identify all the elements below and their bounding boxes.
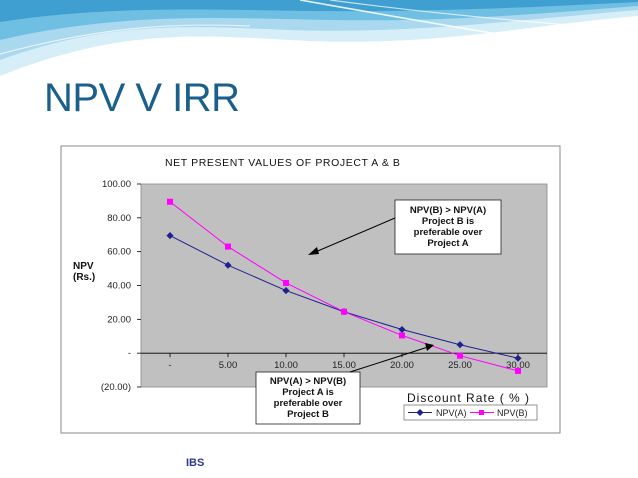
x-tick-label: 25.00 — [448, 360, 472, 371]
y-tick-labels: 100.00 80.00 60.00 40.00 20.00 - (20.00) — [101, 179, 141, 393]
y-axis-title-line2: (Rs.) — [73, 272, 95, 283]
x-tick-labels: - 5.00 10.00 15.00 20.00 25.00 30.00 — [168, 353, 530, 371]
data-point-npva — [398, 325, 406, 334]
top-wave-banner — [0, 0, 638, 76]
x-tick-label: 30.00 — [506, 360, 530, 371]
x-tick-label: 10.00 — [274, 360, 298, 371]
data-point-npvb — [225, 243, 231, 250]
x-tick-label: 5.00 — [219, 360, 238, 371]
legend-label-npv-b: NPV(B) — [497, 408, 528, 418]
annotation-lower-arrowhead — [425, 343, 434, 351]
series-layer — [166, 198, 522, 374]
y-tick-label: 80.00 — [107, 213, 131, 224]
data-point-npvb — [399, 332, 405, 339]
x-tick-label: 15.00 — [332, 360, 356, 371]
legend-label-npv-a: NPV(A) — [436, 408, 467, 418]
data-point-npva — [514, 354, 522, 362]
annotation-npv-a-greater: NPV(A) > NPV(B) Project A is preferable … — [255, 343, 434, 425]
annotation-lower-line1: NPV(A) > NPV(B) — [270, 376, 346, 387]
data-point-npva — [456, 341, 464, 349]
annotation-lower-line4: Project B — [287, 409, 329, 420]
slide-title: NPV V IRR — [44, 76, 240, 120]
x-tick-label: 20.00 — [390, 360, 414, 371]
y-tick-label: 20.00 — [107, 314, 131, 325]
annotation-upper-line4: Project A — [427, 238, 468, 249]
data-point-npva — [166, 232, 174, 240]
annotation-lower-arrow — [349, 346, 429, 373]
data-point-npvb — [515, 367, 521, 374]
annotation-upper-arrowhead — [308, 247, 319, 255]
legend-marker-npv-a — [416, 408, 424, 417]
y-tick-label: (20.00) — [101, 382, 131, 393]
annotation-npv-b-greater: NPV(B) > NPV(A) Project B is preferable … — [308, 199, 502, 255]
data-point-npvb — [167, 198, 173, 205]
y-tick-label: 60.00 — [107, 247, 131, 258]
y-tick-label: 100.00 — [102, 179, 131, 190]
legend: NPV(A) NPV(B) — [403, 404, 538, 421]
legend-marker-npv-b — [479, 410, 484, 415]
y-axis-title-line1: NPV — [73, 261, 94, 272]
chart-title: NET PRESENT VALUES OF PROJECT A & B — [165, 157, 401, 169]
x-tick-label: - — [168, 360, 171, 371]
annotation-upper-line2: Project B is — [422, 216, 474, 227]
data-point-npva — [224, 261, 232, 269]
annotation-upper-arrow — [312, 217, 396, 254]
data-point-npvb — [283, 279, 289, 286]
annotation-lower-line2: Project A is — [282, 387, 334, 398]
footer-label: IBS — [186, 457, 205, 469]
annotation-lower-line3: preferable over — [274, 398, 343, 409]
annotation-upper-line1: NPV(B) > NPV(A) — [410, 205, 486, 216]
data-point-npvb — [457, 352, 463, 359]
x-axis-title: Discount Rate ( % ) — [407, 391, 530, 405]
annotation-upper-line3: preferable over — [414, 227, 483, 238]
data-point-npva — [282, 287, 290, 295]
data-point-npvb — [341, 308, 347, 315]
y-tick-label: - — [128, 348, 131, 359]
y-tick-label: 40.00 — [107, 281, 131, 292]
